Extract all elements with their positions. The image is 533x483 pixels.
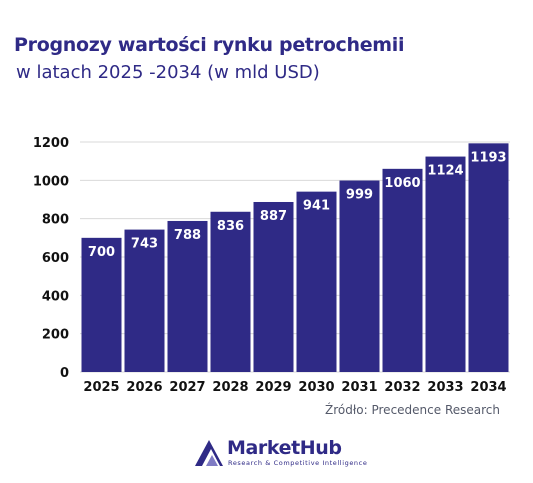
bar-chart: 0 200 400 600 800 1000 1200 700 2025 743 2026 788 20… xyxy=(33,136,510,395)
data-label: 887 xyxy=(260,209,287,224)
brand-logo: MarketHub Research & Competitive Intelli… xyxy=(193,436,383,470)
x-tick-label: 2033 xyxy=(427,380,463,395)
bar xyxy=(339,180,380,372)
x-tick-label: 2032 xyxy=(384,380,420,395)
bar xyxy=(382,168,423,372)
bar xyxy=(124,229,165,372)
data-label: 788 xyxy=(174,228,201,243)
x-tick-label: 2026 xyxy=(126,380,162,395)
data-label: 999 xyxy=(346,188,373,203)
y-tick-label: 1200 xyxy=(33,136,69,151)
data-label: 941 xyxy=(303,199,330,214)
y-tick-label: 400 xyxy=(42,289,69,304)
data-label: 700 xyxy=(88,245,115,260)
x-tick-label: 2031 xyxy=(341,380,377,395)
bar xyxy=(468,143,509,372)
x-tick-label: 2027 xyxy=(169,380,205,395)
x-tick-label: 2025 xyxy=(83,380,119,395)
y-tick-label: 200 xyxy=(42,328,69,343)
bar xyxy=(425,156,466,372)
chart-title-line-2: w latach 2025 -2034 (w mld USD) xyxy=(16,62,320,83)
data-label: 1124 xyxy=(427,164,463,179)
brand-name: MarketHub xyxy=(227,437,342,459)
data-label: 836 xyxy=(217,219,244,234)
bar xyxy=(253,201,294,372)
brand-tagline: Research & Competitive Intelligence xyxy=(228,459,368,467)
bar xyxy=(296,191,337,372)
data-label: 1193 xyxy=(470,150,506,165)
bar xyxy=(210,211,251,372)
markethub-logo-icon xyxy=(195,440,223,466)
chart-title-line-1: Prognozy wartości rynku petrochemii xyxy=(14,34,405,56)
bar xyxy=(81,237,122,372)
x-tick-label: 2034 xyxy=(470,380,506,395)
bar xyxy=(167,220,208,372)
y-tick-label: 0 xyxy=(60,366,69,381)
x-tick-label: 2028 xyxy=(212,380,248,395)
y-tick-label: 1000 xyxy=(33,174,69,189)
data-label: 743 xyxy=(131,237,158,252)
data-label: 1060 xyxy=(384,176,420,191)
x-tick-label: 2030 xyxy=(298,380,334,395)
x-tick-label: 2029 xyxy=(255,380,291,395)
y-tick-label: 800 xyxy=(42,213,69,228)
source-note: Źródło: Precedence Research xyxy=(325,403,500,417)
y-tick-label: 600 xyxy=(42,251,69,266)
